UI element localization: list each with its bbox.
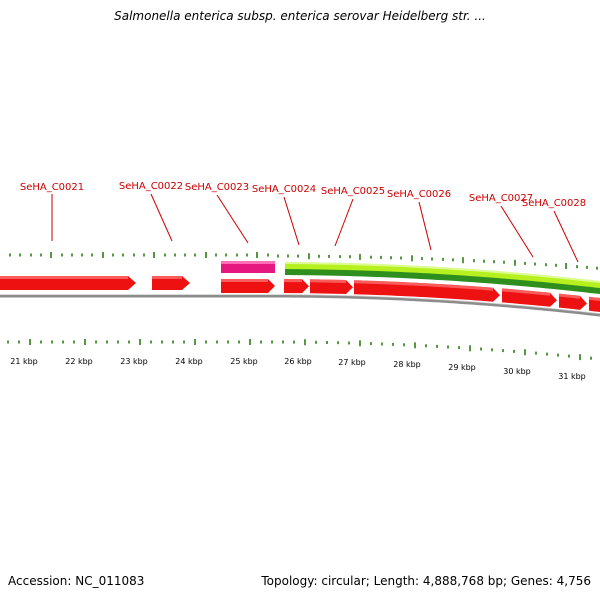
- cds-arrow-lower: [221, 279, 275, 293]
- gene-label: SeHA_C0023: [185, 182, 249, 193]
- gene-label: SeHA_C0028: [522, 198, 586, 209]
- gene-label: SeHA_C0027: [469, 193, 533, 204]
- cds-arrow-highlight: [221, 279, 268, 282]
- genome-backbone-highlight: [0, 294, 600, 315]
- gene-label-leader: [150, 193, 173, 242]
- scale-label: 23 kbp: [120, 357, 148, 366]
- scale-label: 28 kbp: [393, 360, 421, 369]
- cds-arrow-highlight: [0, 276, 128, 279]
- scale-label: 26 kbp: [284, 357, 312, 366]
- gene-label: SeHA_C0021: [20, 182, 84, 193]
- scale-label: 24 kbp: [175, 357, 203, 366]
- gc-skew-band: [285, 269, 600, 295]
- gene-label-leader: [334, 198, 354, 247]
- cds-arrow-highlight: [502, 288, 550, 296]
- rna-feature-highlight: [221, 261, 275, 264]
- scale-label: 27 kbp: [338, 358, 366, 367]
- gene-label-leader: [500, 205, 534, 258]
- tick-marks: [7, 252, 598, 361]
- scale-label: 29 kbp: [448, 363, 476, 372]
- gene-label-leader: [418, 201, 432, 251]
- cds-arrow-lower: [284, 279, 309, 294]
- cds-arrow-upper: [152, 276, 190, 290]
- scale-label: 21 kbp: [10, 357, 38, 366]
- gene-label: SeHA_C0024: [252, 184, 316, 195]
- map-title: Salmonella enterica subsp. enterica sero…: [114, 9, 486, 23]
- cds-arrow-highlight: [559, 293, 580, 299]
- topology-summary: Topology: circular; Length: 4,888,768 bp…: [261, 574, 591, 588]
- cds-arrow-highlight: [589, 296, 600, 302]
- cds-arrow-highlight: [284, 279, 302, 283]
- gene-label-leader: [553, 210, 579, 263]
- gene-label-leader: [283, 196, 300, 246]
- scale-label: 30 kbp: [503, 367, 531, 376]
- scale-label: 22 kbp: [65, 357, 93, 366]
- cds-arrow-highlight: [152, 276, 182, 279]
- cds-arrow-upper: [0, 276, 136, 290]
- accession-text: Accession: NC_011083: [8, 574, 145, 588]
- cds-arrow-highlight: [310, 279, 346, 284]
- feature-tracks: [0, 261, 600, 317]
- genome-backbone: [0, 294, 600, 317]
- cds-arrow-highlight: [354, 280, 493, 291]
- gene-label: SeHA_C0022: [119, 181, 183, 192]
- scale-label: 25 kbp: [230, 357, 258, 366]
- gc-band-highlight: [285, 262, 600, 284]
- gene-labels: 21 kbp 22 kbp 23 kbp 24 kbp 25 kbp 26 kbp 27 k…: [10, 181, 586, 381]
- gene-label-leader: [216, 194, 249, 244]
- scale-label: 31 kbp: [558, 372, 586, 381]
- cds-arrow-lower: [310, 279, 353, 295]
- gene-label: SeHA_C0026: [387, 189, 451, 200]
- gene-label: SeHA_C0025: [321, 186, 385, 197]
